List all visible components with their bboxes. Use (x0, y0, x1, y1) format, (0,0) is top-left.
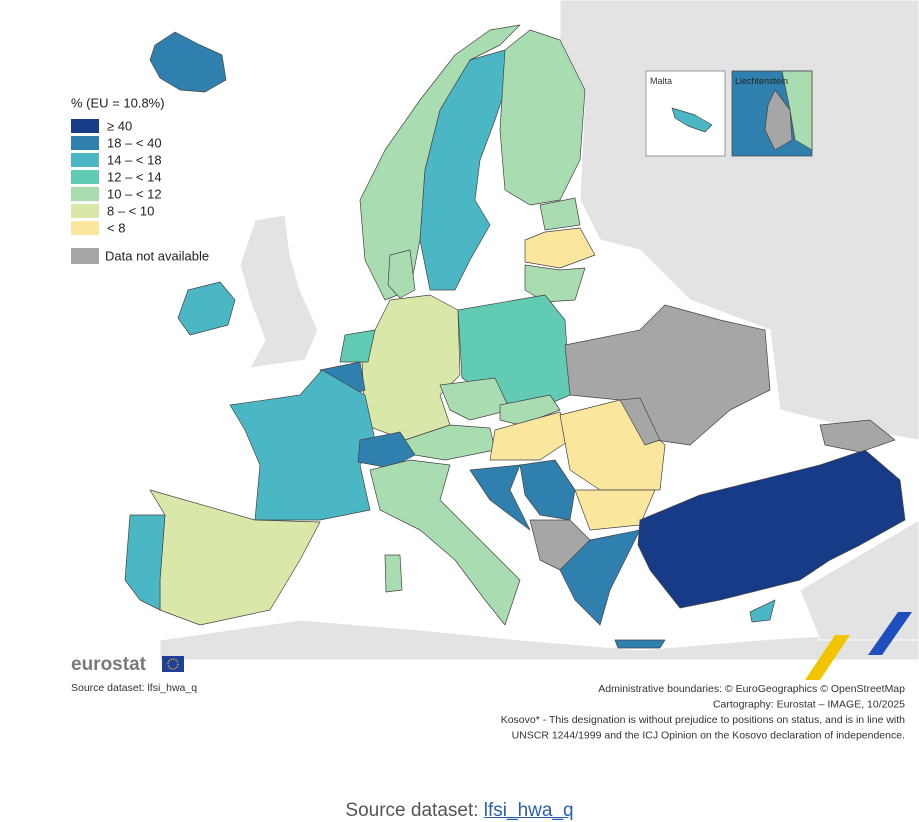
crete (614, 639, 666, 649)
estonia (539, 197, 581, 231)
serbia-bih (519, 459, 576, 521)
legend-label: < 8 (107, 220, 125, 235)
sweden (419, 49, 506, 291)
inset-label: Malta (650, 76, 672, 86)
legend-swatch (71, 221, 99, 235)
liechtenstein (764, 89, 793, 151)
legend-swatch (71, 248, 99, 264)
eu-stars (167, 658, 179, 670)
legend-swatch (71, 119, 99, 133)
portugal (124, 514, 166, 611)
legend-swatch (71, 204, 99, 218)
deco (805, 635, 850, 680)
turkey (637, 449, 906, 609)
legend-swatch (71, 153, 99, 167)
ireland (177, 281, 236, 336)
source-link[interactable]: lfsi_hwa_q (483, 800, 574, 821)
footer-prefix: Source dataset: (345, 800, 484, 821)
uk-land (239, 214, 319, 369)
malta (671, 107, 713, 133)
lithuania (524, 264, 586, 303)
legend-label: 12 – < 14 (107, 169, 162, 184)
finland (499, 29, 586, 206)
countries (124, 24, 906, 649)
switzerland (357, 431, 416, 469)
legend-label: Data not available (105, 248, 209, 263)
czechia (439, 377, 511, 421)
hungary (489, 411, 571, 461)
credit-line: Cartography: Eurostat – IMAGE, 10/2025 (713, 699, 905, 711)
middle-east-land (799, 519, 919, 641)
legend-label: 14 – < 18 (107, 152, 162, 167)
latvia (524, 227, 596, 269)
legend-swatch (71, 136, 99, 150)
credit-line: Administrative boundaries: © EuroGeograp… (598, 683, 905, 695)
legend-swatch (71, 187, 99, 201)
cyprus (749, 599, 776, 623)
footer: Source dataset: lfsi_hwa_q (0, 800, 919, 822)
eu-flag (162, 656, 184, 672)
map: Malta Liechtenstein % (EU = 10.8%) ≥ 40 1… (71, 0, 919, 742)
inset-austria (781, 70, 813, 151)
legend-label: 18 – < 40 (107, 135, 162, 150)
greece (559, 529, 641, 626)
moldova (619, 397, 661, 446)
logo: eurostat (71, 654, 147, 675)
credit-line: UNSCR 1244/1999 and the ICJ Opinion on t… (512, 730, 905, 742)
germany (361, 294, 461, 441)
africa-land (159, 619, 919, 661)
deco (868, 612, 912, 655)
source-left: Source dataset: lfsi_hwa_q (71, 682, 197, 694)
iceland (149, 31, 227, 93)
italy (369, 459, 521, 626)
netherlands (339, 329, 376, 363)
france (229, 369, 376, 521)
ukraine (564, 304, 771, 446)
georgia (819, 419, 896, 453)
sardinia (384, 554, 403, 593)
legend-swatch (71, 170, 99, 184)
legend-title: % (EU = 10.8%) (71, 95, 165, 110)
inset-label: Liechtenstein (735, 76, 788, 86)
croatia (469, 464, 531, 531)
denmark (387, 249, 416, 299)
legend-label: ≥ 40 (107, 118, 132, 133)
legend-label: 8 – < 10 (107, 203, 154, 218)
credits: Administrative boundaries: © EuroGeograp… (501, 683, 905, 742)
legend-label: 10 – < 12 (107, 186, 162, 201)
credit-line: Kosovo* - This designation is without pr… (501, 714, 905, 726)
legend: % (EU = 10.8%) ≥ 40 18 – < 40 14 – < 18 12 … (71, 95, 209, 264)
